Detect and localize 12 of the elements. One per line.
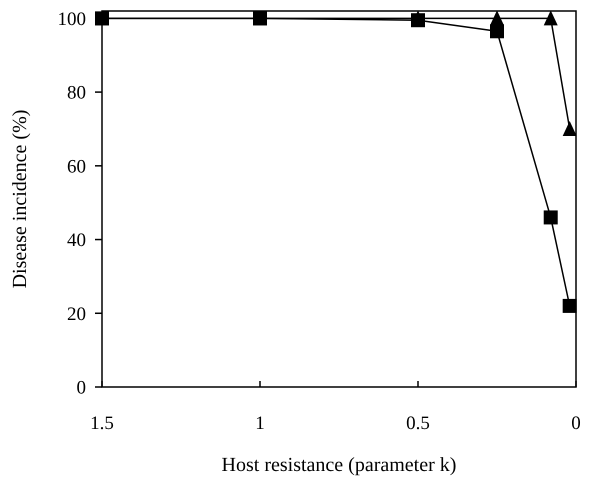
x-tick-label: 0.5 [406, 413, 430, 434]
y-tick-label: 40 [67, 230, 86, 252]
y-tick-label: 0 [76, 378, 86, 399]
x-tick-label: 1.5 [90, 413, 114, 434]
x-tick-label: 0 [571, 413, 581, 434]
y-axis-title: Disease incidence (%) [9, 110, 31, 288]
x-axis-title: Host resistance (parameter k) [222, 454, 456, 476]
y-tick-label: 80 [67, 82, 86, 104]
x-tick-label: 1 [255, 413, 265, 434]
y-tick-label: 60 [67, 156, 86, 178]
y-tick-label: 20 [67, 304, 86, 325]
y-tick-label: 100 [58, 9, 86, 30]
